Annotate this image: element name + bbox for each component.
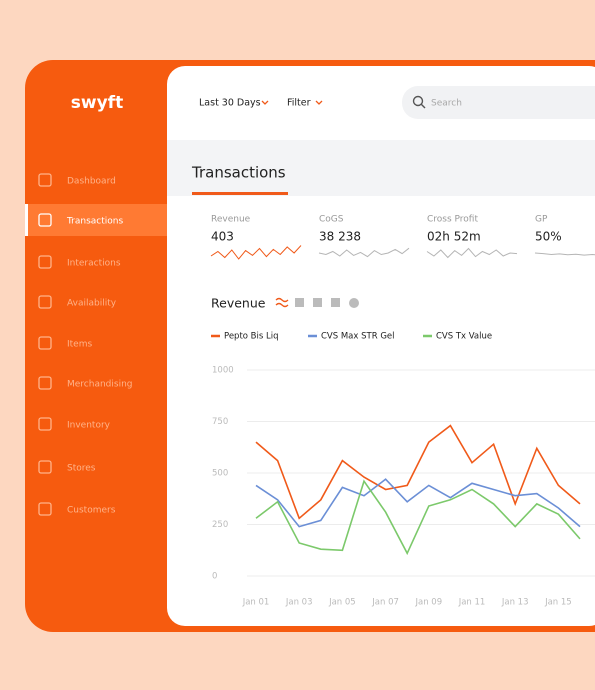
sparkline (534, 252, 595, 256)
nav-icon (38, 295, 52, 309)
x-tick-label: Jan 03 (285, 598, 313, 608)
x-tick-label: Jan 09 (414, 598, 442, 608)
chart-type-icon[interactable] (275, 297, 289, 308)
filter-button[interactable]: Filter (287, 98, 311, 109)
legend-label: CVS Tx Value (436, 332, 492, 342)
nav-item[interactable]: Availability (67, 299, 117, 309)
nav-active-bg (25, 204, 167, 236)
kpi-value: 50% (535, 230, 562, 244)
kpi-value: 38 238 (319, 230, 361, 244)
x-tick-label: Jan 13 (501, 598, 529, 608)
x-tick-label: Jan 11 (458, 598, 486, 608)
x-tick-label: Jan 01 (242, 598, 270, 608)
y-tick-label: 500 (212, 469, 228, 479)
nav-item[interactable]: Dashboard (67, 177, 116, 187)
nav-icon (38, 255, 52, 269)
search-placeholder: Search (431, 99, 462, 109)
nav-item[interactable]: Items (67, 340, 92, 350)
kpi-value: 403 (211, 230, 234, 244)
kpi-label: GP (535, 215, 548, 225)
kpi-label: CoGS (319, 215, 344, 225)
chart-type-icon[interactable] (349, 298, 359, 308)
kpi-label: Revenue (211, 215, 251, 225)
nav-icon (38, 502, 52, 516)
nav-icon (38, 336, 52, 350)
x-tick-label: Jan 05 (328, 598, 356, 608)
nav-item[interactable]: Inventory (67, 421, 111, 431)
chart-type-icon[interactable] (331, 298, 340, 307)
nav-item[interactable]: Stores (67, 464, 96, 474)
series-line (255, 479, 581, 556)
nav-icon (38, 460, 52, 474)
nav-icon (38, 173, 52, 187)
header-band (167, 140, 595, 196)
chart-type-icon[interactable] (313, 298, 322, 307)
sparkline (318, 247, 410, 258)
chevron (315, 100, 323, 105)
search-box[interactable] (402, 86, 595, 119)
nav-item[interactable]: Customers (67, 506, 116, 516)
title-underline (192, 192, 288, 195)
nav-icon (38, 376, 52, 390)
x-tick-label: Jan 07 (371, 598, 399, 608)
nav-item[interactable]: Merchandising (67, 380, 133, 390)
search-icon (420, 103, 426, 109)
y-tick-label: 250 (212, 520, 228, 530)
nav-active-bar (25, 204, 28, 236)
x-tick-label: Jan 15 (544, 598, 572, 608)
y-tick-label: 1000 (212, 366, 234, 376)
nav-icon (38, 417, 52, 431)
chevron (261, 100, 269, 105)
kpi-value: 02h 52m (427, 230, 481, 244)
date-filter[interactable]: Last 30 Days (199, 98, 261, 109)
y-tick-label: 750 (212, 417, 228, 427)
nav-item[interactable]: Interactions (67, 259, 121, 269)
legend-label: Pepto Bis Liq (224, 332, 279, 342)
series-line (255, 478, 581, 528)
sparkline (426, 247, 518, 259)
sparkline (210, 245, 302, 260)
chart-type-icon[interactable] (295, 298, 304, 307)
logo: swyft (71, 93, 123, 113)
y-tick-label: 0 (212, 572, 217, 582)
legend-label: CVS Max STR Gel (321, 332, 395, 342)
series-line (255, 424, 581, 520)
nav-icon (38, 213, 52, 227)
chart-title: Revenue (211, 296, 266, 311)
page-title: Transactions (191, 164, 286, 182)
main-panel (167, 66, 595, 626)
search-icon (412, 95, 424, 107)
kpi-label: Cross Profit (427, 215, 478, 225)
nav-item[interactable]: Transactions (66, 217, 123, 227)
